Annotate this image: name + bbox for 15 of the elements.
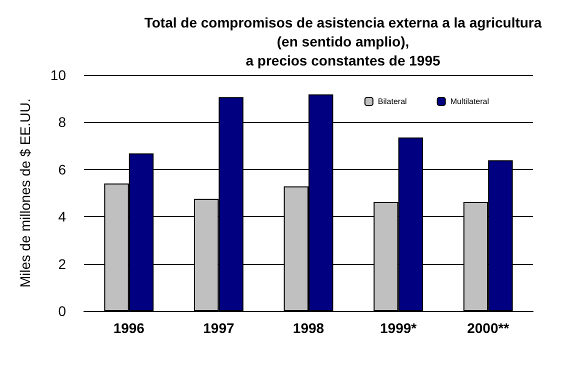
y-tick-label: 6 [58, 161, 66, 178]
chart-title: Total de compromisos de asistencia externa a la agricultura (en sentido amplio), a precios constantes de 1995 [144, 14, 542, 68]
x-tick-label: 1996 [113, 320, 145, 336]
x-tick-label: 2000** [467, 320, 510, 336]
legend-label: Bilateral [378, 97, 408, 106]
y-tick-label: 10 [50, 67, 66, 83]
x-tick-label: 1997 [203, 320, 234, 336]
y-tick-label: 2 [58, 256, 66, 272]
y-tick-label: 8 [58, 114, 66, 130]
x-tick-label: 1998 [292, 320, 324, 336]
y-tick-label: 0 [58, 303, 66, 319]
y-axis-title: Miles de millones de $ EE.UU. [17, 98, 33, 288]
legend-label: Multilateral [450, 97, 490, 106]
y-tick-label: 4 [58, 208, 66, 225]
x-tick-label: 1999* [380, 320, 418, 336]
